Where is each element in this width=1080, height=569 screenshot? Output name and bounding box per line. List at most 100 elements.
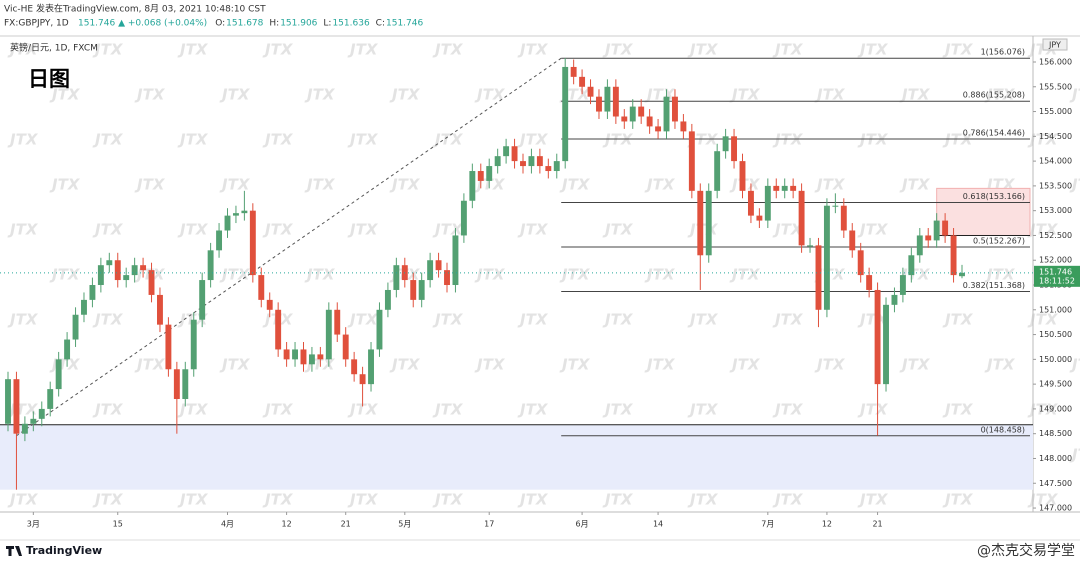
watermark: JTX	[1069, 176, 1080, 194]
candle-body	[646, 116, 653, 127]
watermark: JTX	[474, 266, 506, 284]
candle-body	[891, 294, 898, 305]
watermark: JTX	[1069, 86, 1080, 104]
watermark: JTX	[602, 401, 634, 419]
candle-body	[199, 280, 206, 320]
candle-body	[815, 245, 822, 310]
candle-body	[435, 260, 442, 271]
watermark: JTX	[687, 401, 719, 419]
fib-label: 0.382(151.368)	[963, 281, 1025, 290]
watermark: JTX	[517, 41, 549, 59]
candle-body	[207, 250, 214, 281]
watermark: JTX	[7, 221, 39, 239]
fib-label: 1(156.076)	[981, 48, 1025, 57]
ohlc-key: C:	[376, 19, 385, 29]
candle-body	[173, 369, 180, 400]
watermark: JTX	[219, 356, 251, 374]
watermark: JTX	[942, 41, 974, 59]
watermark: JTX	[772, 41, 804, 59]
candle-body	[165, 324, 172, 370]
watermark: JTX	[262, 41, 294, 59]
watermark: JTX	[432, 221, 464, 239]
candle-body	[460, 200, 467, 236]
x-tick-label: 14	[653, 520, 663, 529]
candle-body	[97, 265, 104, 286]
x-tick-label: 15	[113, 520, 123, 529]
candle-body	[722, 136, 729, 152]
credit: @杰克交易学堂	[977, 542, 1075, 559]
candle-body	[562, 66, 569, 162]
candle-body	[874, 289, 881, 385]
watermark: JTX	[177, 401, 209, 419]
watermark: JTX	[262, 401, 294, 419]
watermark: JTX	[899, 266, 931, 284]
watermark: JTX	[517, 311, 549, 329]
watermark: JTX	[559, 356, 591, 374]
y-tick-label: 147.500	[1039, 479, 1072, 488]
watermark: JTX	[602, 311, 634, 329]
trend-line	[16, 57, 562, 437]
candle-body	[520, 161, 526, 167]
candle-body	[359, 374, 366, 385]
candle-body	[452, 235, 459, 286]
candle-body	[72, 314, 79, 340]
candle-body	[334, 309, 341, 335]
candle-body	[275, 309, 282, 350]
y-tick-label: 153.500	[1039, 181, 1072, 190]
chart-title: 日图	[28, 67, 70, 91]
watermark: JTX	[474, 356, 506, 374]
watermark: JTX	[262, 131, 294, 149]
candle-body	[781, 185, 788, 191]
candle-body	[477, 171, 484, 181]
y-tick-label: 154.500	[1039, 132, 1072, 141]
watermark: JTX	[49, 176, 81, 194]
watermark: JTX	[304, 176, 336, 194]
candle-body	[30, 418, 37, 424]
candle-body	[232, 213, 239, 216]
watermark: JTX	[304, 266, 336, 284]
watermark: JTX	[219, 176, 251, 194]
candle-body	[427, 260, 434, 281]
watermark: JTX	[857, 41, 889, 59]
candle-body	[140, 265, 147, 271]
watermark: JTX	[262, 221, 294, 239]
watermark: JTX	[559, 176, 591, 194]
candle-body	[849, 230, 856, 251]
candle-body	[325, 309, 332, 360]
watermark: JTX	[729, 266, 761, 284]
watermark: JTX	[134, 356, 166, 374]
candle-body	[368, 349, 374, 385]
y-tick-label: 149.500	[1039, 380, 1072, 389]
candle-body	[807, 245, 813, 247]
candle-body	[123, 275, 130, 281]
currency: JPY	[1048, 41, 1061, 50]
header-line: Vic-HE 发表在TradingView.com, 8月 03, 2021 1…	[4, 3, 266, 15]
candle-body	[612, 86, 619, 117]
watermark: JTX	[687, 311, 719, 329]
candle-body	[604, 86, 611, 112]
watermark: JTX	[942, 401, 974, 419]
candle-body	[258, 275, 265, 300]
candle-body	[528, 156, 535, 167]
candle-body	[376, 309, 383, 350]
candle-body	[444, 270, 450, 286]
watermark: JTX	[177, 491, 209, 509]
candle-body	[148, 270, 155, 295]
candle-body	[190, 319, 197, 370]
candle-body	[739, 161, 746, 191]
watermark: JTX	[177, 41, 209, 59]
watermark: JTX	[772, 401, 804, 419]
candle-body	[908, 255, 915, 276]
candle-body	[224, 215, 231, 231]
candle-body	[545, 166, 552, 172]
candle-body	[157, 294, 163, 325]
watermark: JTX	[389, 176, 421, 194]
y-tick-label: 155.500	[1039, 82, 1072, 91]
candle-body	[351, 359, 358, 375]
watermark: JTX	[92, 41, 124, 59]
watermark: JTX	[219, 86, 251, 104]
watermark: JTX	[7, 131, 39, 149]
watermark: JTX	[92, 491, 124, 509]
candle-body	[410, 280, 417, 300]
y-tick-label: 150.500	[1039, 330, 1072, 339]
